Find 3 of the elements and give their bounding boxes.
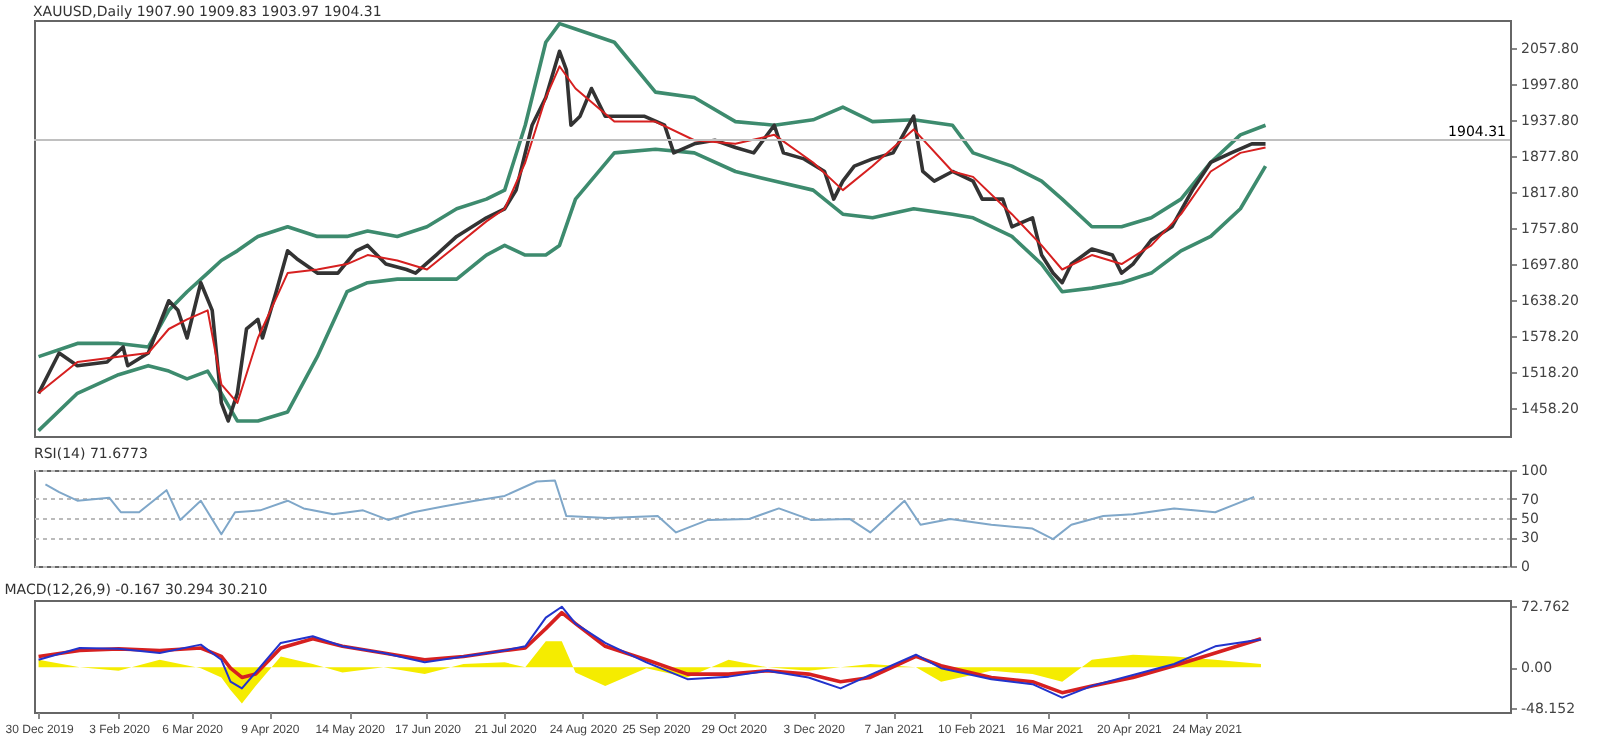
line-series <box>36 147 1268 433</box>
line-series <box>44 479 1256 541</box>
line-series <box>36 21 1268 359</box>
